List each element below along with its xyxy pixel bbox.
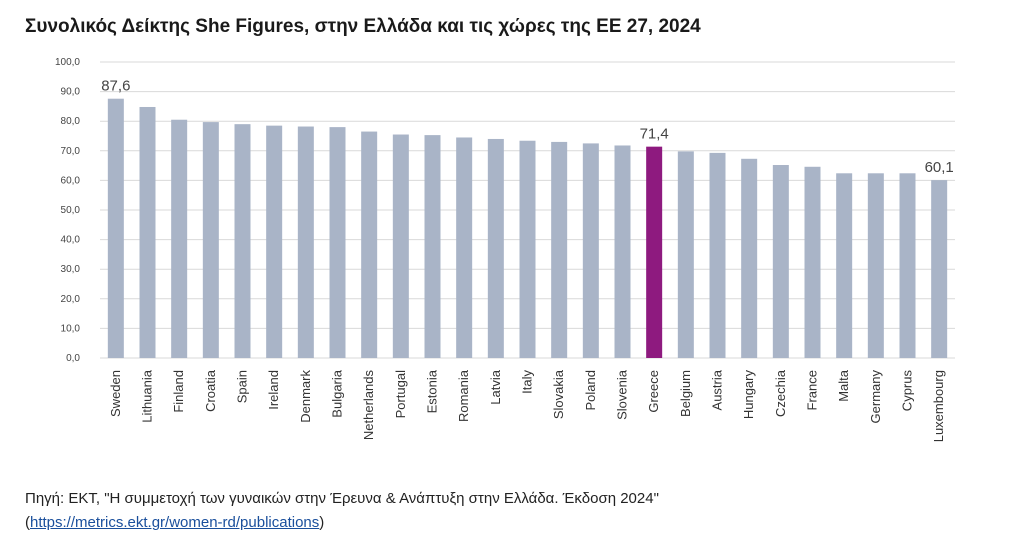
- bar-slovenia: [614, 145, 631, 358]
- y-tick-label: 100,0: [55, 57, 80, 68]
- x-tick-label: Denmark: [298, 370, 313, 423]
- bar-sweden: [107, 98, 124, 358]
- x-tick-label: Latvia: [488, 369, 503, 404]
- y-tick-label: 50,0: [61, 205, 81, 216]
- x-tick-label: Bulgaria: [330, 369, 345, 417]
- chart-title: Συνολικός Δείκτης She Figures, στην Ελλά…: [25, 16, 701, 37]
- bar-luxembourg: [931, 180, 948, 358]
- x-tick-label: France: [805, 370, 820, 410]
- x-tick-label: Lithuania: [140, 369, 155, 423]
- bar-italy: [519, 140, 536, 358]
- close-paren: ): [319, 514, 325, 531]
- x-tick-label: Portugal: [393, 370, 408, 419]
- x-tick-label: Slovakia: [551, 369, 566, 419]
- bar-bulgaria: [329, 127, 346, 359]
- y-tick-label: 30,0: [61, 264, 81, 275]
- bar-poland: [582, 143, 599, 358]
- y-tick-label: 90,0: [61, 87, 81, 98]
- x-tick-label: Austria: [710, 369, 725, 410]
- y-tick-label: 60,0: [61, 175, 81, 186]
- x-tick-label: Ireland: [266, 370, 281, 410]
- bar-cyprus: [899, 173, 916, 358]
- y-tick-label: 20,0: [61, 294, 81, 305]
- bar-lithuania: [139, 106, 156, 358]
- bar-croatia: [202, 122, 219, 358]
- data-label: 71,4: [640, 126, 669, 143]
- x-tick-label: Hungary: [741, 370, 756, 420]
- x-tick-label: Estonia: [425, 369, 440, 413]
- bar-finland: [171, 119, 188, 358]
- bar-spain: [234, 124, 251, 358]
- open-paren: (: [25, 514, 30, 531]
- y-tick-label: 40,0: [61, 235, 81, 246]
- bar-ireland: [266, 125, 283, 358]
- data-label: 87,6: [101, 78, 130, 95]
- x-tick-label: Italy: [520, 370, 535, 394]
- x-tick-label: Poland: [583, 370, 598, 410]
- bar-hungary: [741, 158, 758, 358]
- bar-malta: [836, 173, 853, 358]
- bar-slovakia: [551, 141, 568, 358]
- bar-portugal: [392, 134, 409, 358]
- bar-france: [804, 166, 821, 358]
- source-note: Πηγή: ΕΚΤ, "Η συμμετοχή των γυναικών στη…: [25, 487, 1005, 535]
- x-tick-label: Belgium: [678, 370, 693, 417]
- bar-germany: [867, 173, 884, 358]
- bar-denmark: [297, 126, 314, 358]
- x-tick-label: Croatia: [203, 369, 218, 412]
- y-tick-label: 10,0: [61, 323, 81, 334]
- x-tick-label: Czechia: [773, 369, 788, 417]
- source-link[interactable]: https://metrics.ekt.gr/women-rd/publicat…: [30, 514, 320, 531]
- bar-greece: [646, 146, 663, 358]
- x-tick-label: Greece: [646, 370, 661, 413]
- bar-czechia: [772, 165, 789, 358]
- bar-belgium: [677, 151, 694, 358]
- x-tick-label: Netherlands: [361, 370, 376, 441]
- y-tick-label: 80,0: [61, 116, 81, 127]
- x-tick-label: Slovenia: [615, 369, 630, 420]
- y-tick-label: 0,0: [66, 353, 80, 364]
- bar-austria: [709, 152, 726, 358]
- y-tick-label: 70,0: [61, 146, 81, 157]
- x-tick-label: Luxembourg: [931, 370, 946, 442]
- data-label: 60,1: [925, 159, 954, 176]
- bar-chart: 0,0 10,0 20,0 30,0 40,0 50,0 60,0 70,0 80,0 90,0 1…: [55, 57, 955, 442]
- x-tick-label: Spain: [235, 370, 250, 403]
- bar-latvia: [487, 138, 504, 358]
- x-tick-label: Cyprus: [900, 370, 915, 412]
- bar-romania: [456, 137, 473, 358]
- x-tick-label: Sweden: [108, 370, 123, 417]
- source-link-line: (https://metrics.ekt.gr/women-rd/publica…: [25, 511, 1005, 535]
- x-tick-label: Finland: [171, 370, 186, 413]
- x-tick-label: Germany: [868, 370, 883, 424]
- x-tick-label: Romania: [456, 369, 471, 422]
- bar-netherlands: [361, 131, 378, 358]
- bar-estonia: [424, 135, 441, 358]
- x-tick-label: Malta: [836, 369, 851, 402]
- source-text: Πηγή: ΕΚΤ, "Η συμμετοχή των γυναικών στη…: [25, 490, 659, 507]
